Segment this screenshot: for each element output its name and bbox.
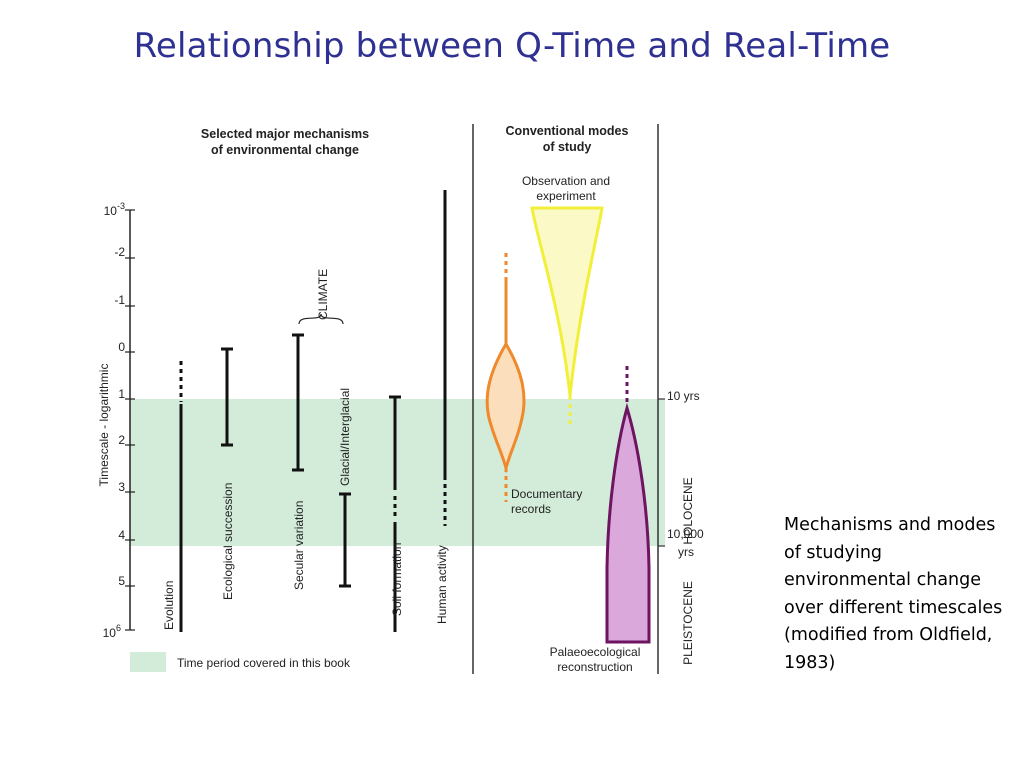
y-axis-ticks [125, 209, 135, 631]
mechanism-glacial-interglacial: Glacial/Interglacial [338, 388, 352, 588]
mode-observation-experiment: Observation and experiment [522, 174, 610, 424]
left-header-line1: Selected major mechanisms [201, 127, 369, 141]
mechanism-evolution: Evolution [162, 361, 183, 632]
svg-text:Observation and: Observation and [522, 174, 610, 188]
svg-text:Human activity: Human activity [435, 545, 449, 624]
right-header-line1: Conventional modes [506, 124, 629, 138]
mode-documentary-records: Documentary records [485, 253, 582, 516]
svg-text:records: records [511, 502, 551, 516]
figure-caption: Mechanisms and modes of studying environ… [784, 515, 1003, 673]
y-tick-2: -1 [114, 293, 125, 307]
mechanism-secular-variation: Secular variation [292, 333, 306, 590]
holocene-label: HOLOCENE [681, 477, 695, 544]
mode-palaeoecological-reconstruction: Palaeoecological reconstruction [550, 366, 651, 674]
slide-title: Relationship between Q-Time and Real-Tim… [133, 26, 891, 66]
ten-thousand-label-line2: yrs [678, 545, 694, 559]
y-tick-8: 5 [118, 574, 125, 588]
legend-swatch [130, 652, 166, 672]
y-tick-0: 10-3 [104, 201, 125, 218]
ten-thousand-label-line1: 10,000 [667, 527, 704, 541]
y-tick-7: 4 [118, 528, 125, 542]
ten-yrs-label: 10 yrs [667, 389, 700, 403]
timescale-diagram: Selected major mechanisms of environment… [97, 124, 704, 674]
y-axis-label: Timescale - logarithmic [97, 364, 111, 487]
y-tick-6: 3 [118, 480, 125, 494]
climate-brace: CLIMATE [298, 269, 344, 325]
svg-text:CLIMATE: CLIMATE [316, 269, 330, 320]
mechanism-soil-formation: Soil formation [389, 395, 404, 632]
y-tick-3: 0 [118, 340, 125, 354]
book-period-band [130, 399, 665, 546]
svg-text:Ecological succession: Ecological succession [221, 483, 235, 600]
svg-text:Documentary: Documentary [511, 487, 582, 501]
legend-label: Time period covered in this book [177, 656, 351, 670]
mechanism-human-activity: Human activity [435, 190, 449, 624]
svg-text:experiment: experiment [536, 189, 596, 203]
y-tick-5: 2 [118, 433, 125, 447]
y-tick-9: 106 [103, 623, 121, 640]
svg-text:Soil formation: Soil formation [390, 543, 404, 616]
svg-text:Glacial/Interglacial: Glacial/Interglacial [338, 388, 352, 486]
svg-text:Palaeoecological: Palaeoecological [550, 645, 641, 659]
svg-text:reconstruction: reconstruction [557, 660, 632, 674]
svg-text:Evolution: Evolution [162, 581, 176, 630]
svg-text:Secular variation: Secular variation [292, 501, 306, 590]
y-tick-1: -2 [114, 245, 125, 259]
right-header-line2: of study [543, 140, 592, 154]
left-header-line2: of environmental change [211, 143, 359, 157]
pleistocene-label: PLEISTOCENE [681, 581, 695, 665]
mechanism-ecological-succession: Ecological succession [221, 347, 235, 600]
y-tick-4: 1 [118, 387, 125, 401]
